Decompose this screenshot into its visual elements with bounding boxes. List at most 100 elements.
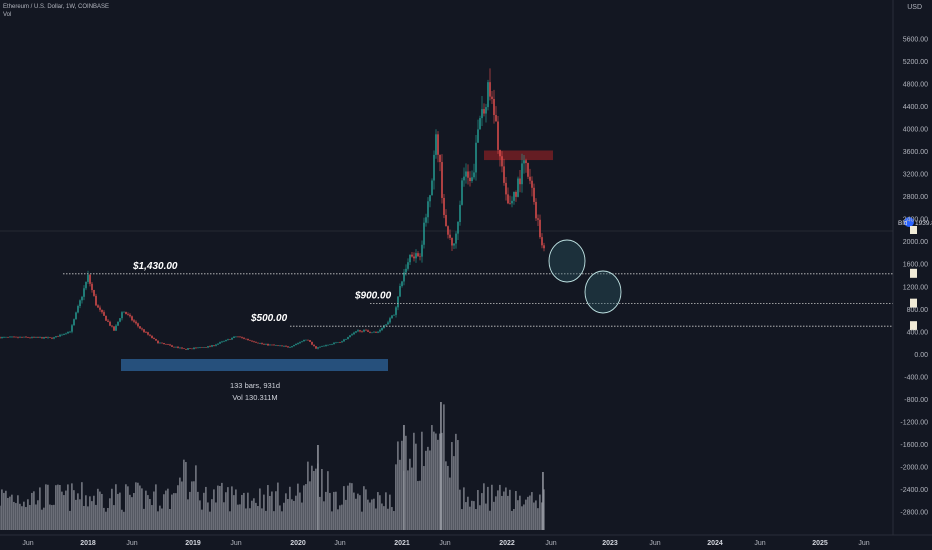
candle-body [113,326,115,331]
volume-bar [353,492,355,530]
price-tick-label: -800.00 [904,397,928,404]
candle-body [177,346,179,348]
volume-bar [319,496,321,530]
volume-bar [419,480,421,530]
candle-body [425,217,427,223]
measure-volume-text: Vol 130.311M [232,393,277,402]
volume-bar [145,490,147,530]
volume-bar [235,489,237,530]
candle-body [327,344,329,346]
volume-bar [17,495,19,530]
candle-body [189,348,191,349]
candle-body [25,336,27,338]
candle-body [207,346,209,348]
volume-bar [249,508,251,530]
volume-bar [245,508,247,530]
volume-bar [333,491,335,530]
volume-bar [157,511,159,530]
volume-bar [29,505,31,530]
candle-body [493,99,495,116]
candle-body [3,337,5,338]
candle-body [407,262,409,269]
volume-bar [31,492,33,530]
volume-bar [303,485,305,530]
candle-body [61,334,63,336]
volume-bar [425,450,427,530]
candle-body [467,171,469,178]
volume-bar [125,484,127,530]
candle-body [145,332,147,333]
candle-body [491,96,493,100]
volume-bar [209,511,211,530]
volume-bar [407,470,409,530]
candle-body [423,222,425,245]
volume-bar [331,511,333,530]
candle-body [535,201,537,219]
volume-bar [233,495,235,530]
candle-body [67,331,69,334]
volume-bar [181,481,183,530]
candle-body [159,342,161,344]
volume-bar [225,492,227,530]
time-tick-label: Jun [754,540,765,547]
candle-body [361,331,363,332]
volume-bar [515,491,517,530]
volume-bar [363,486,365,530]
candle-body [419,256,421,258]
candle-body [227,339,229,340]
candle-body [245,338,247,340]
volume-bar [397,441,399,530]
volume-bar [455,433,457,530]
candle-body [293,345,295,347]
volume-bar [45,484,47,530]
volume-bar [217,485,219,530]
price-tick-label: -400.00 [904,374,928,381]
candle-body [371,332,373,334]
candle-body [185,348,187,350]
candle-body [263,343,265,345]
candle-body [251,340,253,342]
volume-bar [65,490,67,530]
candle-body [133,320,135,322]
candle-body [421,244,423,257]
candle-body [249,339,251,341]
volume-bar [495,496,497,530]
candle-body [441,162,443,198]
volume-bar [175,493,177,530]
candle-body [73,319,75,326]
candle-body [435,134,437,155]
volume-bar [405,435,407,530]
candle-body [455,233,457,244]
volume-bar [5,490,7,530]
candle-body [473,172,475,178]
volume-bar [289,486,291,530]
volume-bar [253,498,255,530]
volume-bar [51,505,53,530]
time-tick-label: Jun [545,540,556,547]
volume-bars [0,402,545,530]
volume-bar [143,508,145,530]
time-tick-label: Jun [22,540,33,547]
volume-bar [355,498,357,530]
volume-bar [349,482,351,530]
volume-bar [415,443,417,530]
volume-bar [371,499,373,530]
candle-body [457,222,459,234]
volume-bar [357,493,359,530]
candle-body [431,180,433,196]
candle-body [387,322,389,325]
volume-bar [63,495,65,530]
candle-body [377,331,379,333]
volume-bar [251,500,253,530]
candle-body [93,289,95,296]
candle-body [539,219,541,238]
candle-body [143,329,145,333]
candle-body [213,345,215,346]
price-tick-label: -1200.00 [900,419,928,426]
time-tick-label: 2021 [394,540,410,547]
volume-bar [443,404,445,530]
volume-bar [542,472,544,530]
volume-bar [37,500,39,530]
volume-bar [299,492,301,530]
